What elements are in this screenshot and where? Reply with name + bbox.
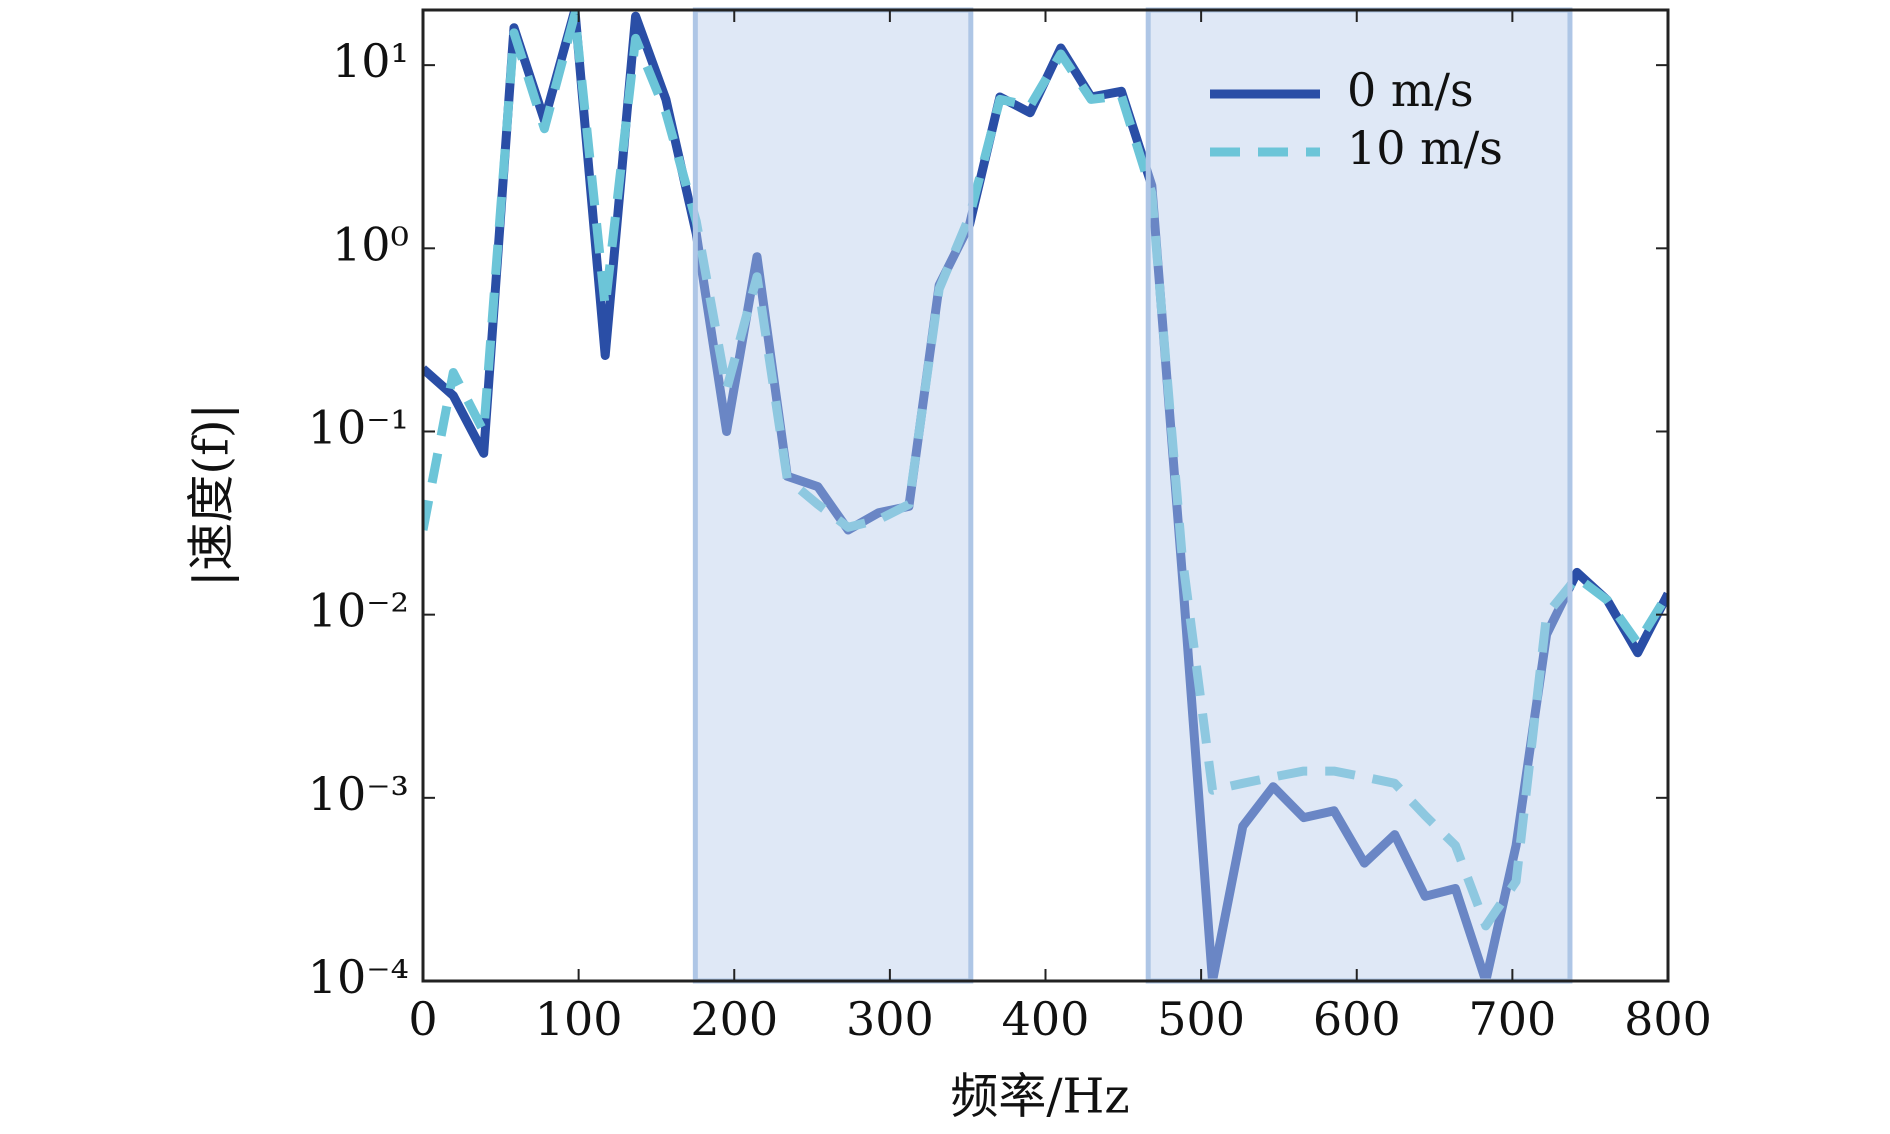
x-tick-label: 800 bbox=[1624, 992, 1712, 1046]
plot-area bbox=[423, 10, 1668, 981]
y-tick-label: 10⁻⁴ bbox=[308, 950, 409, 1004]
y-tick-label: 10¹ bbox=[332, 34, 409, 88]
y-tick-label: 10⁰ bbox=[332, 217, 409, 271]
x-axis-label: 频率/Hz bbox=[950, 1069, 1129, 1125]
x-tick-label: 500 bbox=[1157, 992, 1245, 1046]
x-tick-label: 200 bbox=[690, 992, 778, 1046]
x-tick-label: 100 bbox=[535, 992, 623, 1046]
y-tick-label: 10⁻² bbox=[308, 584, 409, 638]
highlight-band bbox=[692, 7, 974, 984]
y-axis-label: |速度(f)| bbox=[184, 403, 240, 587]
x-tick-label: 400 bbox=[1002, 992, 1090, 1046]
x-tick-label: 0 bbox=[408, 992, 437, 1046]
x-tick-label: 700 bbox=[1468, 992, 1556, 1046]
data-line bbox=[423, 10, 1668, 931]
x-tick-label: 600 bbox=[1313, 992, 1401, 1046]
y-tick-label: 10⁻³ bbox=[308, 767, 409, 821]
y-tick-label: 10⁻¹ bbox=[308, 400, 409, 454]
x-tick-label: 300 bbox=[846, 992, 934, 1046]
legend-label: 10 m/s bbox=[1347, 121, 1503, 175]
legend-label: 0 m/s bbox=[1347, 63, 1474, 117]
highlight-band bbox=[1145, 7, 1573, 984]
